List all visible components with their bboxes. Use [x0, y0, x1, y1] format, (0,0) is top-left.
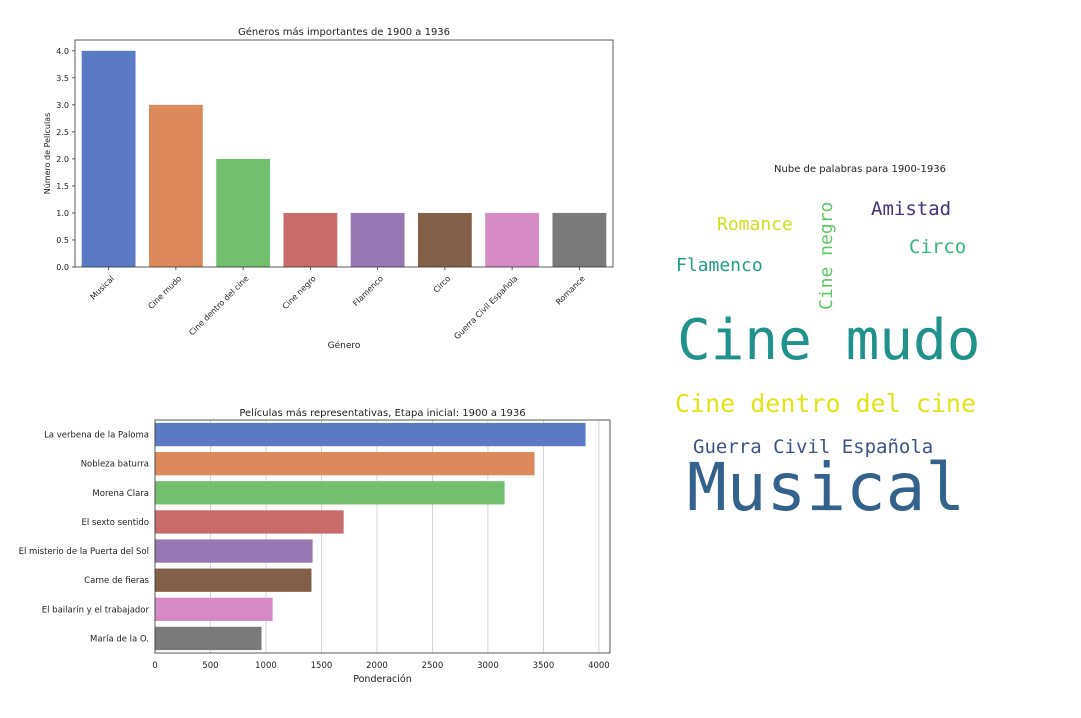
chart2-frame: [154, 419, 611, 654]
chart2-xtick-label: 3500: [533, 661, 555, 671]
chart2-ytick-label: El bailarín y el trabajador: [42, 605, 150, 615]
wordcloud-title: Nube de palabras para 1900-1936: [774, 164, 946, 175]
chart1-xtick-label: Flamenco: [351, 274, 385, 308]
genres-chart-panel: Géneros más importantes de 1900 a 1936 0.…: [0, 0, 640, 360]
chart1-xlabel: Género: [328, 340, 361, 351]
chart2-ytick-label: Carne de fieras: [84, 576, 149, 586]
films-barh-chart: Películas más representativas, Etapa ini…: [19, 407, 611, 685]
chart2-xtick-label: 2000: [366, 661, 388, 671]
chart1-ytick-label: 4.0: [56, 47, 69, 56]
chart2-ytick-label: La verbena de la Paloma: [44, 431, 149, 441]
wordcloud-word-guerra-civil: Guerra Civil Española: [693, 436, 934, 458]
chart1-title: Géneros más importantes de 1900 a 1936: [238, 26, 450, 38]
chart2-xtick-label: 0: [152, 661, 157, 671]
genres-bar-chart: Géneros más importantes de 1900 a 1936 0.…: [43, 26, 614, 351]
chart2-xtick-label: 2500: [422, 661, 444, 671]
chart1-xtick-label: Musical: [89, 274, 116, 301]
chart1-xtick-label: Romance: [554, 274, 587, 307]
chart2-title: Películas más representativas, Etapa ini…: [239, 407, 525, 419]
hbar-nobleza-baturra: [155, 452, 535, 476]
bar-circo: [417, 212, 472, 267]
bar-guerra-civil-espanola: [485, 212, 540, 267]
chart1-xtick-label: Guerra Civil Española: [452, 274, 519, 341]
chart1-ytick-label: 1.0: [56, 209, 69, 218]
chart1-ytick-label: 2.5: [56, 128, 69, 137]
chart1-xtick-label: Cine mudo: [146, 274, 183, 311]
chart2-xtick-label: 500: [202, 661, 218, 671]
bar-cine-negro: [283, 212, 338, 267]
chart1-xtick-label: Circo: [432, 274, 453, 295]
wordcloud-word-musical: Musical: [687, 449, 966, 526]
chart2-xtick-label: 3000: [477, 661, 499, 671]
bar-musical: [81, 50, 136, 267]
wordcloud-word-circo: Circo: [909, 236, 967, 258]
wordcloud-panel: Nube de palabras para 1900-1936 Musical …: [660, 150, 1060, 550]
chart1-ytick-label: 2.0: [56, 155, 69, 164]
chart1-ytick-label: 3.5: [56, 74, 69, 83]
chart1-xtick-label: Cine dentro del cine: [187, 274, 250, 337]
chart2-ytick-label: Morena Clara: [92, 489, 149, 499]
chart1-ytick-label: 1.5: [56, 182, 69, 191]
hbar-el-bailarin-y-el-trabajador: [155, 597, 273, 621]
bar-cine-dentro-del-cine: [216, 158, 271, 267]
chart2-xtick-label: 1000: [255, 661, 277, 671]
bar-flamenco: [350, 212, 405, 267]
chart1-xtick-label: Cine negro: [281, 274, 318, 311]
chart1-ylabel: Número de Películas: [43, 113, 52, 195]
hbar-el-misterio-de-la-puerta-del-sol: [155, 539, 313, 563]
hbar-carne-de-fieras: [155, 568, 312, 592]
wordcloud-word-cine-dentro-del-cine: Cine dentro del cine: [675, 389, 977, 418]
chart2-ytick-label: María de la O.: [90, 634, 149, 644]
chart1-ytick-label: 0.0: [56, 263, 69, 272]
films-chart-panel: Películas más representativas, Etapa ini…: [0, 400, 640, 700]
wordcloud-word-cine-negro: Cine negro: [816, 201, 837, 310]
hbar-el-sexto-sentido: [155, 510, 344, 534]
hbar-la-verbena-de-la-paloma: [155, 422, 586, 447]
wordcloud-word-flamenco: Flamenco: [676, 255, 763, 276]
bar-romance: [552, 212, 607, 267]
chart2-ytick-label: El misterio de la Puerta del Sol: [19, 547, 149, 557]
chart2-ytick-label: Nobleza baturra: [81, 460, 149, 470]
wordcloud-word-amistad: Amistad: [871, 198, 952, 220]
chart1-ytick-label: 0.5: [56, 236, 69, 245]
hbar-maria-de-la-o: [155, 626, 262, 651]
chart2-xlabel: Ponderación: [353, 674, 412, 685]
chart2-xtick-label: 1500: [311, 661, 333, 671]
chart2-ytick-label: El sexto sentido: [81, 518, 149, 528]
chart1-frame: [74, 39, 614, 268]
chart1-ytick-label: 3.0: [56, 101, 69, 110]
wordcloud-word-romance: Romance: [717, 214, 793, 235]
bar-cine-mudo: [148, 104, 203, 267]
hbar-morena-clara: [155, 481, 505, 505]
chart2-xtick-label: 4000: [588, 661, 610, 671]
wordcloud-word-cine-mudo: Cine mudo: [677, 308, 981, 373]
